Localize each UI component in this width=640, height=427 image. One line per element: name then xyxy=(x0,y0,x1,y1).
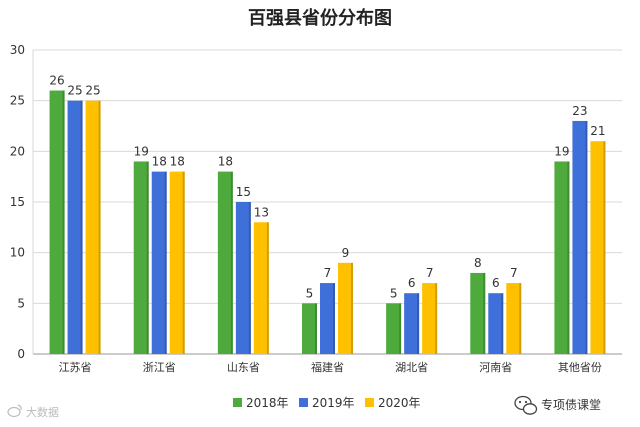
legend-swatch xyxy=(299,398,308,407)
y-tick-label: 20 xyxy=(10,144,25,158)
x-category-label: 河南省 xyxy=(479,361,512,374)
legend-swatch xyxy=(233,398,242,407)
legend-label: 2020年 xyxy=(378,396,421,410)
bar xyxy=(554,161,570,354)
y-tick-label: 5 xyxy=(17,296,25,310)
bar xyxy=(302,303,317,354)
bar-shade xyxy=(98,100,101,355)
data-label: 18 xyxy=(218,155,233,169)
bar-shade xyxy=(417,293,420,354)
x-category-label: 其他省份 xyxy=(558,361,602,374)
bar-shade xyxy=(351,262,353,354)
y-tick-label: 0 xyxy=(17,347,25,361)
bar-shade xyxy=(146,161,149,354)
data-label: 8 xyxy=(474,256,482,270)
bar-shade xyxy=(266,222,269,354)
bar-shade xyxy=(164,171,167,354)
bar-shade xyxy=(248,202,251,354)
legend-label: 2019年 xyxy=(312,396,355,410)
data-label: 5 xyxy=(390,286,398,300)
bar-shade xyxy=(80,100,83,355)
bar xyxy=(133,161,149,354)
y-tick-label: 10 xyxy=(10,246,25,260)
bar xyxy=(151,171,167,354)
grid-lines xyxy=(32,49,622,355)
bar xyxy=(85,100,101,355)
legend: 2018年 2019年 2020年 xyxy=(233,396,421,410)
bar-shade xyxy=(315,303,317,354)
data-label: 25 xyxy=(85,84,100,98)
data-label: 21 xyxy=(590,124,605,138)
y-tick-label: 15 xyxy=(10,195,25,209)
data-label: 7 xyxy=(426,266,434,280)
data-label: 18 xyxy=(152,155,167,169)
data-label: 6 xyxy=(408,276,416,290)
bars xyxy=(49,90,606,355)
bar-shade xyxy=(519,283,522,354)
data-label: 5 xyxy=(306,286,314,300)
bar-shade xyxy=(399,303,402,354)
data-label: 9 xyxy=(342,246,350,260)
bar-shade xyxy=(603,141,606,354)
x-category-label: 江苏省 xyxy=(59,361,92,374)
weibo-icon xyxy=(7,404,22,418)
bar xyxy=(169,171,185,354)
x-category-label: 山东省 xyxy=(227,361,260,374)
data-label: 25 xyxy=(67,84,82,98)
y-axis: 0 5 10 15 20 25 30 xyxy=(10,43,25,361)
bar xyxy=(506,283,522,354)
data-label: 15 xyxy=(236,185,251,199)
bar-shade xyxy=(585,120,588,354)
data-label: 6 xyxy=(492,276,500,290)
x-category-label: 福建省 xyxy=(311,360,344,374)
bar-shade xyxy=(435,283,438,354)
bar xyxy=(67,100,83,355)
data-label: 7 xyxy=(324,266,332,280)
bar xyxy=(470,272,486,354)
bar-shade xyxy=(333,283,335,354)
data-label: 26 xyxy=(49,74,64,88)
chart-title: 百强县省份分布图 xyxy=(248,7,392,29)
data-label: 7 xyxy=(510,266,518,280)
data-label: 13 xyxy=(254,205,269,219)
bar xyxy=(488,293,504,354)
bar xyxy=(572,120,588,354)
bar xyxy=(404,293,420,354)
data-label: 19 xyxy=(554,144,569,158)
x-axis: 江苏省 浙江省 山东省 福建省 湖北省 河南省 其他省份 xyxy=(59,360,602,374)
bar xyxy=(235,202,251,354)
y-tick-label: 30 xyxy=(10,43,25,57)
watermark-left: 大数据 xyxy=(7,404,59,419)
data-label: 18 xyxy=(170,155,185,169)
bar-shade xyxy=(567,161,570,354)
x-category-label: 浙江省 xyxy=(143,361,176,374)
bar-shade xyxy=(62,90,65,355)
watermark-right-text: 专项债课堂 xyxy=(541,397,601,412)
legend-swatch xyxy=(365,398,374,407)
watermark-right: 专项债课堂 xyxy=(514,395,601,415)
bar xyxy=(217,171,233,354)
data-label: 23 xyxy=(572,104,587,118)
bar-shade xyxy=(501,293,504,354)
bar xyxy=(386,303,402,354)
bar xyxy=(422,283,438,354)
bar xyxy=(320,283,335,354)
bar-shade xyxy=(230,171,233,354)
legend-label: 2018年 xyxy=(246,396,289,410)
bar xyxy=(338,262,353,354)
data-label: 19 xyxy=(134,144,149,158)
bar-shade xyxy=(483,272,486,354)
bar xyxy=(253,222,269,354)
wechat-icon xyxy=(514,395,538,415)
bar xyxy=(49,90,65,355)
y-tick-label: 25 xyxy=(10,94,25,108)
bar xyxy=(590,141,606,354)
watermark-left-text: 大数据 xyxy=(26,405,59,419)
x-category-label: 湖北省 xyxy=(395,361,428,374)
bar-shade xyxy=(182,171,185,354)
